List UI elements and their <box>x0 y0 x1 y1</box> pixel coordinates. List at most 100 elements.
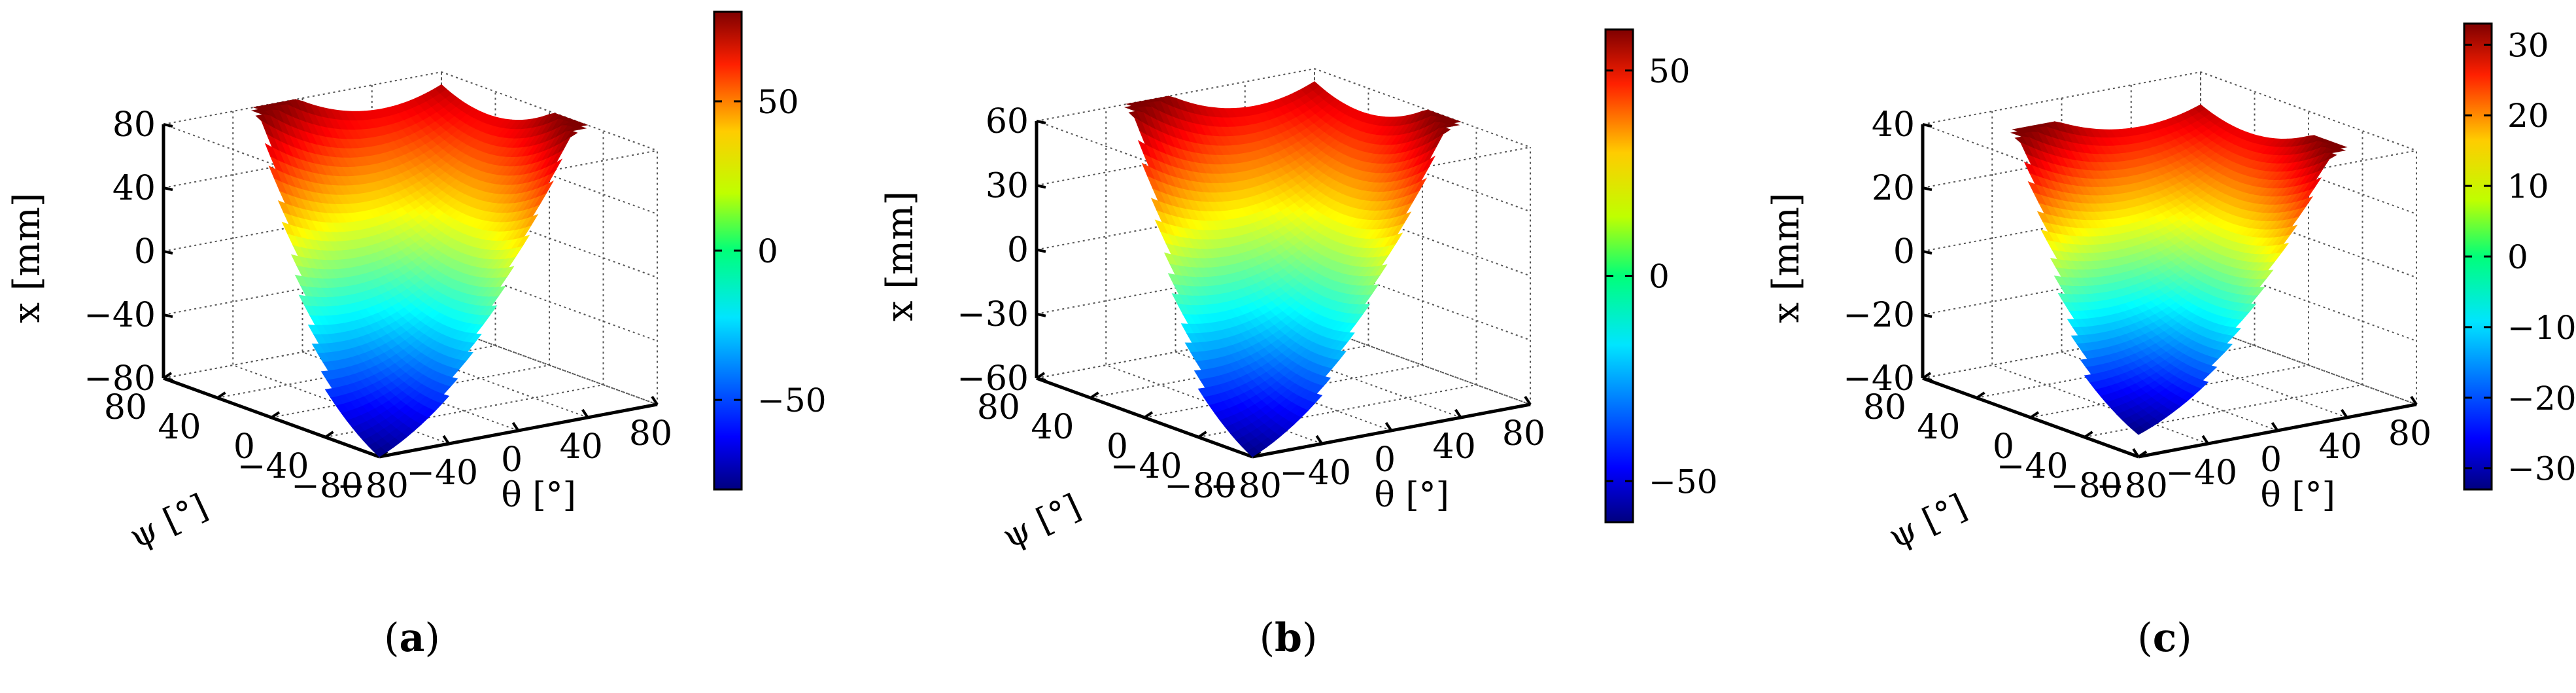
theta-tick <box>1384 421 1393 432</box>
psi-axis-label: ψ [°] <box>997 487 1087 557</box>
psi-tick-label: −40 <box>1110 447 1182 486</box>
colorbar-tick-label: 50 <box>757 83 799 121</box>
theta-tick-label: 0 <box>1374 440 1396 480</box>
psi-tick-label: −40 <box>237 447 309 486</box>
theta-tick-label: −40 <box>1279 453 1351 493</box>
z-tick-label: 20 <box>1872 169 1915 208</box>
z-tick-label: 0 <box>1893 232 1915 272</box>
z-tick-label: 40 <box>112 169 156 208</box>
theta-tick <box>442 435 450 445</box>
theta-tick-label: 0 <box>2260 440 2282 480</box>
colorbar-tick-label: −20 <box>2507 380 2576 418</box>
z-tick-label: −60 <box>957 359 1029 399</box>
caption-c: (c) <box>2137 615 2192 661</box>
theta-tick <box>1524 395 1532 406</box>
psi-tick-label: 80 <box>104 388 147 427</box>
z-tick <box>163 313 173 318</box>
z-tick-label: 0 <box>134 232 156 272</box>
theta-tick-label: 40 <box>2319 427 2362 467</box>
psi-tick-label: 0 <box>1993 427 2014 467</box>
psi-tick <box>324 431 334 438</box>
colorbar: −50 0 50 <box>1604 28 1718 524</box>
theta-tick-label: −80 <box>1210 467 1282 506</box>
z-axis-label: x [mm] <box>1765 192 1808 323</box>
colorbar-tick-label: 0 <box>1649 258 1670 296</box>
theta-tick-label: 40 <box>1433 427 1476 467</box>
z-tick <box>163 123 173 128</box>
psi-tick <box>216 391 226 399</box>
psi-tick <box>162 372 173 380</box>
colorbar-tick-label: 10 <box>2507 168 2549 205</box>
psi-tick-label: 40 <box>1031 408 1074 447</box>
z-tick <box>1036 184 1046 189</box>
theta-tick <box>2271 421 2279 432</box>
psi-tick <box>1035 372 1046 380</box>
colorbar-tick-label: 0 <box>757 232 778 270</box>
psi-tick <box>1143 411 1154 419</box>
z-tick-label: 0 <box>1007 231 1029 270</box>
psi-tick-label: 0 <box>1107 427 1128 467</box>
colorbar-tick-label: −50 <box>1649 463 1718 501</box>
z-tick <box>1036 248 1046 253</box>
psi-tick-label: 80 <box>1863 388 1906 427</box>
psi-tick-label: −80 <box>1164 467 1236 506</box>
z-tick <box>1036 120 1046 124</box>
colorbar-tick-label: −10 <box>2507 309 2576 347</box>
theta-axis-label: θ [°] <box>2261 476 2335 515</box>
theta-tick <box>2341 408 2348 419</box>
caption-a: (a) <box>384 615 440 661</box>
z-tick <box>1036 312 1046 317</box>
surface-patch <box>373 447 387 457</box>
colorbar-tick-label: −30 <box>2507 450 2576 488</box>
colorbar-tick-label: 30 <box>2507 26 2549 64</box>
psi-tick-label: 40 <box>158 408 201 447</box>
psi-tick <box>270 411 281 419</box>
colorbar-tick-label: −50 <box>757 382 827 419</box>
colorbar: −50 0 50 <box>713 10 827 491</box>
theta-tick <box>651 395 659 406</box>
z-tick-label: 40 <box>1872 105 1915 145</box>
theta-tick-label: 80 <box>629 414 672 453</box>
colorbar-tick-label: 0 <box>2507 238 2528 276</box>
colorbar: −30 −20 −10 0 10 20 30 <box>2463 22 2576 491</box>
psi-tick-label: 80 <box>977 388 1020 427</box>
z-tick-label: −40 <box>84 296 156 335</box>
z-tick-label: −20 <box>1843 296 1915 335</box>
colorbar-tick-label: 50 <box>1649 52 1691 90</box>
psi-tick-label: −80 <box>291 467 363 506</box>
z-tick <box>163 250 173 255</box>
theta-tick-label: 0 <box>501 440 523 480</box>
z-tick <box>163 187 173 191</box>
caption-b: (b) <box>1259 615 1318 661</box>
surface <box>2010 104 2348 435</box>
theta-tick <box>1315 435 1323 445</box>
theta-axis-label: θ [°] <box>1375 476 1449 515</box>
gridline <box>217 92 496 399</box>
z-axis-label: x [mm] <box>6 192 48 323</box>
psi-tick-label: 0 <box>233 427 255 467</box>
z-tick-label: −80 <box>84 359 156 399</box>
surface <box>1124 81 1462 457</box>
theta-tick-label: −80 <box>337 467 409 506</box>
theta-tick <box>2201 435 2209 445</box>
z-tick-label: 60 <box>986 102 1029 141</box>
gridline <box>232 111 449 444</box>
psi-tick <box>1090 391 1099 399</box>
theta-tick-label: 40 <box>560 427 603 467</box>
theta-tick-label: −40 <box>2165 453 2237 493</box>
psi-axis-label: ψ [°] <box>1883 487 1973 557</box>
theta-tick-label: −40 <box>406 453 478 493</box>
colorbar-tick-label: 20 <box>2507 97 2549 135</box>
theta-tick-label: 80 <box>2388 414 2431 453</box>
z-tick-label: −30 <box>957 295 1029 334</box>
theta-tick <box>581 408 589 419</box>
gridline <box>1090 88 1369 399</box>
z-tick-label: 30 <box>986 166 1029 205</box>
theta-tick <box>1454 408 1462 419</box>
psi-tick <box>1197 431 1207 438</box>
